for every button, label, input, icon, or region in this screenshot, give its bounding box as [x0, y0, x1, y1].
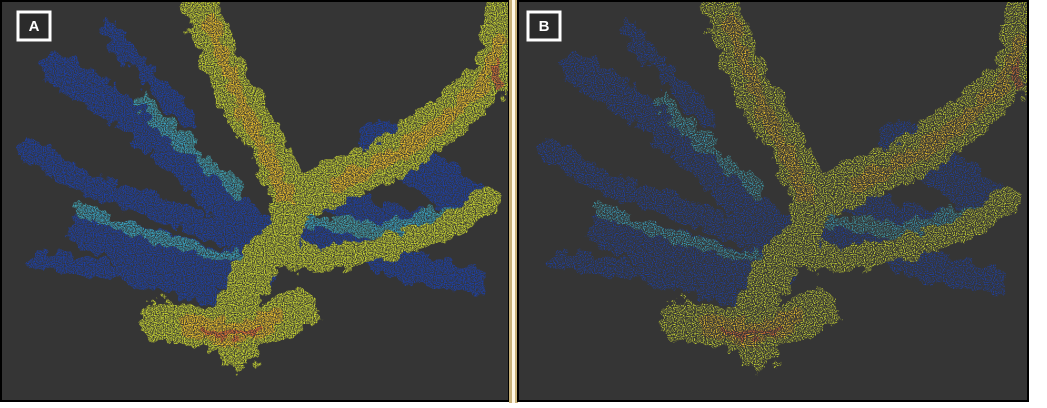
page: {"panels": [{"label": "A"}, {"label": "B… — [0, 0, 1047, 403]
panel-b: B — [518, 1, 1028, 401]
panel-a: A — [1, 1, 509, 401]
figure: A B — [0, 0, 1047, 403]
panel-label: B — [539, 18, 550, 35]
divider-highlight — [512, 0, 515, 403]
panel-label: A — [29, 18, 40, 35]
